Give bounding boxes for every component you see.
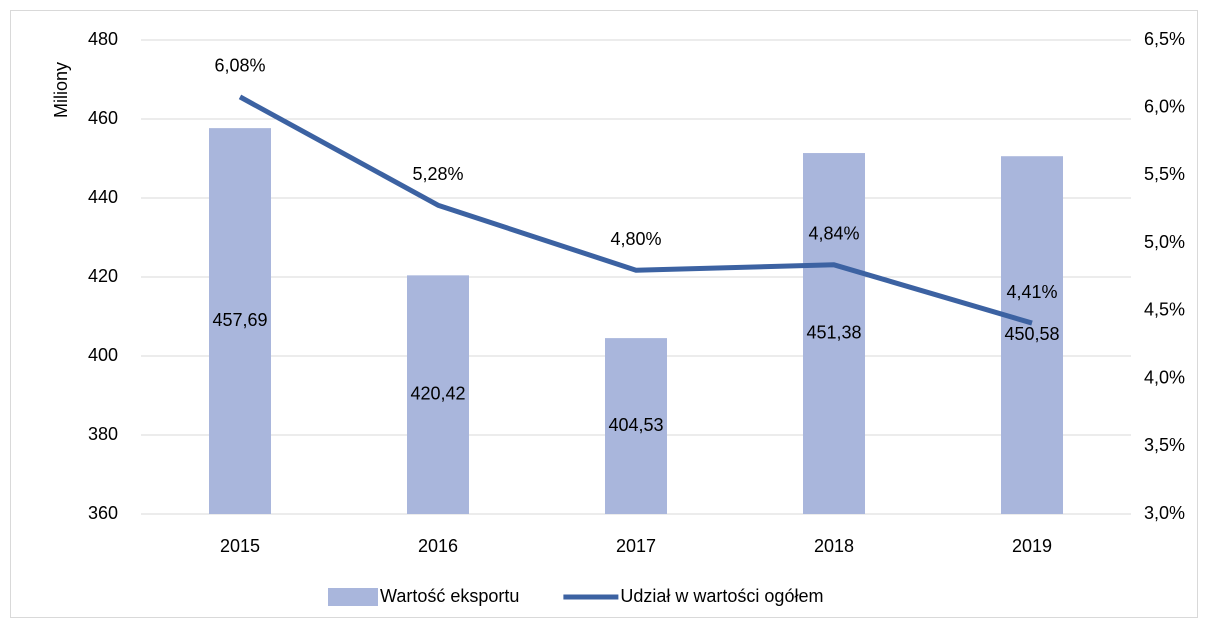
y-tick-label: 400 [88,345,118,365]
line-value-label: 4,84% [808,224,859,244]
bar [605,338,667,514]
y-tick-label: 360 [88,503,118,523]
legend-label: Wartość eksportu [380,586,519,606]
y2-tick-label: 3,5% [1144,435,1185,455]
bar-value-label: 457,69 [212,310,267,330]
bar-value-label: 420,42 [410,383,465,403]
line-value-label: 5,28% [412,164,463,184]
x-tick-label: 2016 [418,536,458,556]
x-tick-label: 2019 [1012,536,1052,556]
x-tick-label: 2015 [220,536,260,556]
bar-value-label: 450,58 [1004,324,1059,344]
y2-tick-label: 3,0% [1144,503,1185,523]
line [238,94,1033,326]
bar [407,275,469,514]
y2-tick-label: 5,0% [1144,232,1185,252]
bar-value-label: 404,53 [608,415,663,435]
line-value-label: 6,08% [214,56,265,76]
bar [209,128,271,514]
y2-tick-label: 6,5% [1144,29,1185,49]
y2-tick-label: 4,0% [1144,367,1185,387]
y-tick-label: 380 [88,424,118,444]
y2-tick-label: 6,0% [1144,96,1185,116]
x-tick-label: 2018 [814,536,854,556]
bar [1001,156,1063,515]
bar-value-label: 451,38 [806,322,861,342]
y-axis-title: Miliony [51,62,71,118]
line-value-label: 4,80% [610,229,661,249]
y-tick-label: 440 [88,187,118,207]
y-tick-label: 460 [88,108,118,128]
x-tick-label: 2017 [616,536,656,556]
legend-label: Udział w wartości ogółem [620,586,823,606]
y-tick-label: 480 [88,29,118,49]
y2-tick-label: 5,5% [1144,164,1185,184]
line-value-label: 4,41% [1006,282,1057,302]
y2-tick-label: 4,5% [1144,300,1185,320]
legend-swatch [328,588,378,606]
y-tick-label: 420 [88,266,118,286]
bar [803,153,865,514]
